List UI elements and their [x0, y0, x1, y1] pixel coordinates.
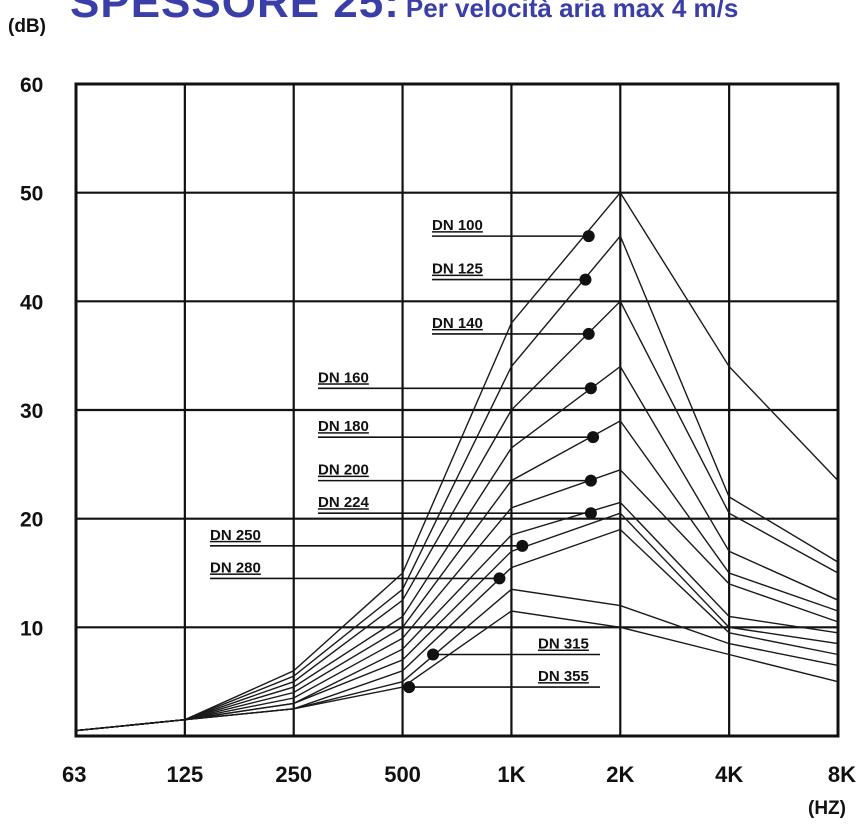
series-line-dn-180	[75, 419, 839, 732]
x-tick-label-8K: 8K	[828, 762, 856, 787]
series-label-dn-200: DN 200	[318, 462, 369, 479]
series-line-dn-200	[75, 468, 839, 732]
y-tick-label-40: 40	[20, 291, 43, 314]
series-line-dn-140	[75, 300, 839, 732]
y-tick-label-10: 10	[20, 617, 43, 640]
series-line-dn-100	[75, 191, 839, 732]
y-tick-label-20: 20	[20, 509, 43, 532]
series-line-dn-224	[75, 501, 839, 732]
x-tick-label-4K: 4K	[715, 762, 743, 787]
x-tick-label-250: 250	[275, 762, 312, 787]
chart-tick-group: 10 20 30 40 50 60 63 125 250 500 1K 2K 4K 8K	[20, 74, 856, 787]
chart-grid	[74, 82, 840, 738]
series-line-dn-160	[75, 365, 839, 732]
x-tick-label-125: 125	[166, 762, 203, 787]
series-label-dn-280: DN 280	[210, 559, 261, 576]
x-tick-label-500: 500	[384, 762, 421, 787]
series-label-dn-140: DN 140	[432, 315, 483, 332]
series-label-dn-100: DN 100	[432, 217, 483, 234]
series-label-dn-160: DN 160	[318, 369, 369, 386]
x-tick-label-1K: 1K	[497, 762, 525, 787]
series-label-dn-224: DN 224	[318, 494, 370, 511]
series-label-dn-180: DN 180	[318, 418, 369, 435]
y-tick-label-30: 30	[20, 400, 43, 423]
chart-title-sub: Per velocità aria max 4 m/s	[405, 0, 739, 23]
series-line-dn-355	[75, 610, 839, 732]
x-axis-unit: (HZ)	[808, 798, 846, 819]
chart-title: SPESSORE 25: Per velocità aria max 4 m/s	[70, 0, 738, 28]
chart-title-main: SPESSORE 25:	[70, 0, 400, 27]
series-label-dn-315: DN 315	[538, 636, 589, 653]
x-tick-label-2K: 2K	[606, 762, 634, 787]
series-line-dn-280	[75, 528, 839, 732]
chart-series-group	[75, 191, 839, 732]
series-line-dn-250	[75, 512, 839, 732]
y-tick-label-60: 60	[20, 74, 43, 97]
series-label-dn-355: DN 355	[538, 668, 589, 685]
chart-label-group: DN 100 DN 125 DN 140 DN 160 DN 180 DN 200 DN 2…	[210, 217, 600, 688]
y-tick-label-50: 50	[20, 183, 43, 206]
series-line-dn-125	[75, 234, 839, 732]
series-label-dn-250: DN 250	[210, 527, 261, 544]
series-label-dn-125: DN 125	[432, 261, 483, 278]
x-tick-label-63: 63	[62, 762, 86, 787]
y-axis-unit: (dB)	[8, 16, 46, 37]
